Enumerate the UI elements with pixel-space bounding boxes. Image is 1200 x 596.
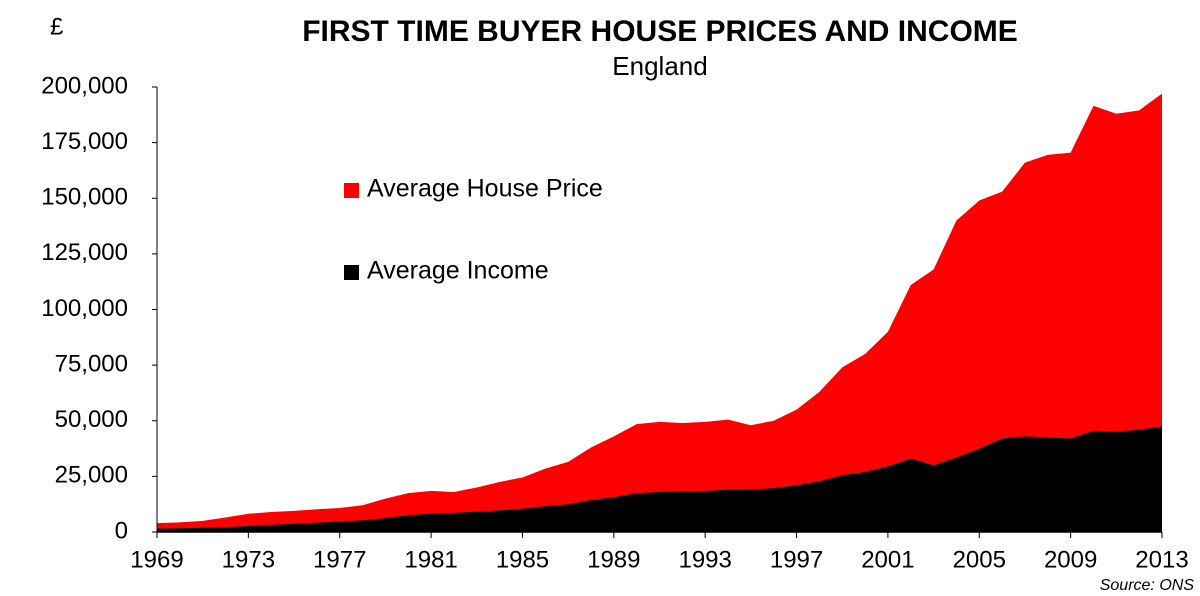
area (157, 426, 1162, 532)
x-tick-label: 1973 (222, 546, 275, 573)
x-tick-label: 1977 (313, 546, 366, 573)
y-tick-label: 125,000 (41, 239, 128, 266)
y-tick-label: 200,000 (41, 72, 128, 99)
y-tick-label: 50,000 (55, 406, 128, 433)
y-tick-label: 25,000 (55, 462, 128, 489)
x-tick-label: 2013 (1135, 546, 1188, 573)
x-tick-label: 1985 (496, 546, 549, 573)
x-tick-label: 1993 (678, 546, 731, 573)
x-tick-label: 1997 (770, 546, 823, 573)
area (157, 93, 1162, 533)
y-tick-label: 150,000 (41, 184, 128, 211)
legend-label: Average Income (367, 257, 549, 285)
source: Source: ONS (1100, 577, 1195, 594)
y-tick-label: 100,000 (41, 295, 128, 322)
x-tick-label: 1981 (404, 546, 457, 573)
chart-subtitle: England (612, 51, 707, 81)
x-tick-label: 1989 (587, 546, 640, 573)
y-tick-label: 175,000 (41, 128, 128, 155)
y-axis-label: £ (50, 13, 63, 40)
x-tick-label: 1969 (130, 546, 183, 573)
x-tick-label: 2009 (1044, 546, 1097, 573)
x-tick-label: 2005 (953, 546, 1006, 573)
legend-swatch (344, 183, 359, 198)
legend-label: Average House Price (367, 175, 603, 203)
chart-title: FIRST TIME BUYER HOUSE PRICES AND INCOME (302, 15, 1018, 48)
legend-swatch (344, 265, 359, 280)
x-tick-label: 2001 (861, 546, 914, 573)
y-tick-label: 75,000 (55, 350, 128, 377)
y-tick-label: 0 (115, 517, 128, 544)
